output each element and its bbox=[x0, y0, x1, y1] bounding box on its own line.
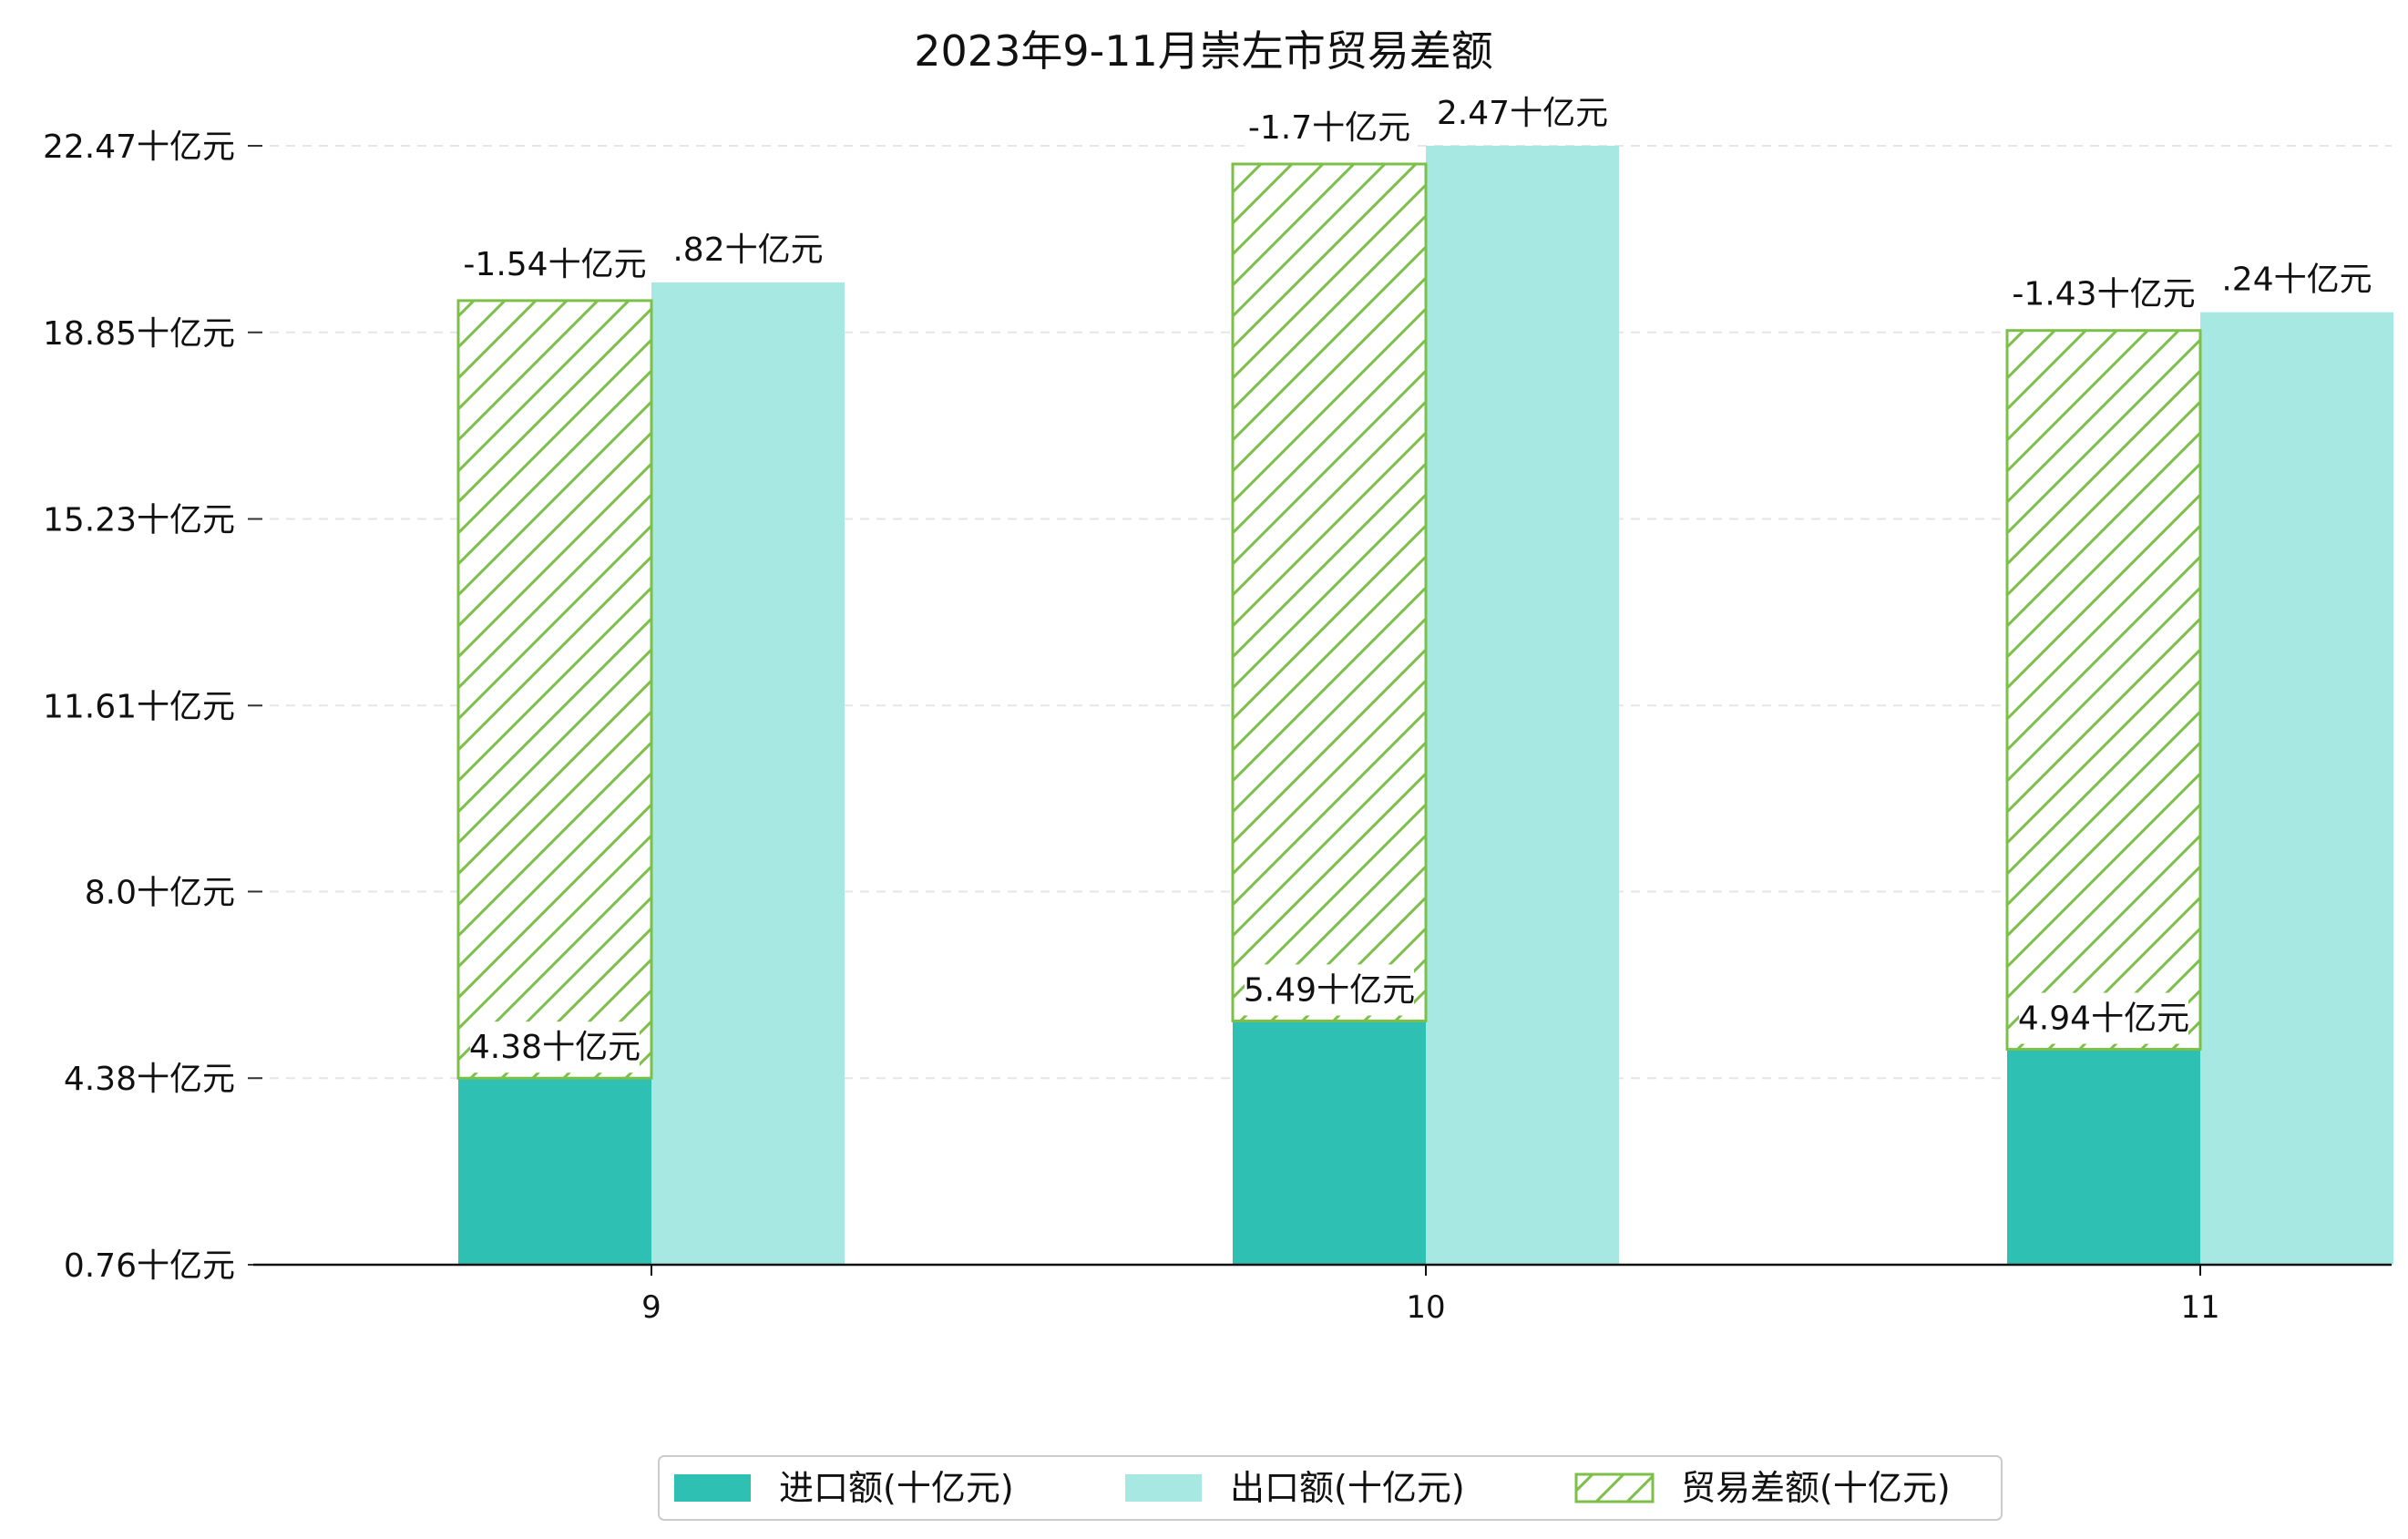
label-export: 2.47十亿元 bbox=[1437, 87, 1608, 139]
legend-label-import: 进口额(十亿元) bbox=[779, 1468, 1014, 1508]
y-tick-label: 15.23十亿元 bbox=[43, 502, 235, 539]
y-tick-label: 11.61十亿元 bbox=[43, 688, 235, 725]
label-trade-balance: -1.7十亿元 bbox=[1245, 102, 1414, 153]
legend-swatch-import bbox=[674, 1474, 751, 1502]
legend-swatch-export bbox=[1125, 1474, 1202, 1502]
label-export: .24十亿元 bbox=[2221, 253, 2372, 305]
y-tick-label: 8.0十亿元 bbox=[85, 874, 235, 911]
x-axis: 9 10 11 bbox=[253, 1263, 2392, 1326]
label-import: 4.38十亿元 bbox=[469, 1021, 640, 1073]
label-trade-balance-text: -1.43十亿元 bbox=[2012, 276, 2195, 313]
label-import-text: 5.49十亿元 bbox=[1244, 971, 1415, 1009]
label-import: 5.49十亿元 bbox=[1244, 964, 1415, 1016]
label-import-text: 4.94十亿元 bbox=[2018, 1000, 2189, 1038]
x-tick-label: 11 bbox=[2180, 1289, 2219, 1326]
legend-label-export: 出口额(十亿元) bbox=[1230, 1468, 1465, 1508]
bar-import bbox=[1233, 1021, 1426, 1265]
y-axis: 0.76十亿元 4.38十亿元 8.0十亿元 11.61十亿元 15.23十亿元 18.8… bbox=[43, 128, 262, 1285]
label-trade-balance-text: -1.54十亿元 bbox=[463, 246, 646, 283]
label-import-bg bbox=[470, 1021, 640, 1073]
label-trade-balance-bg bbox=[1245, 102, 1414, 153]
label-export-bg bbox=[1438, 87, 1607, 139]
bar-export bbox=[651, 282, 845, 1265]
bars bbox=[456, 146, 2393, 1265]
bar-export bbox=[2200, 312, 2393, 1265]
label-trade-balance-text: -1.7十亿元 bbox=[1248, 109, 1410, 147]
x-tick-label: 10 bbox=[1406, 1289, 1445, 1326]
label-import: 4.94十亿元 bbox=[2018, 992, 2189, 1044]
label-export-text: 2.47十亿元 bbox=[1437, 95, 1608, 132]
label-trade-balance-bg bbox=[2008, 268, 2199, 320]
bar-trade-balance bbox=[2005, 329, 2202, 1052]
bar-import bbox=[2007, 1049, 2200, 1265]
y-tick-label: 4.38十亿元 bbox=[64, 1061, 235, 1098]
x-tick-label: 9 bbox=[641, 1289, 661, 1326]
label-import-text: 4.38十亿元 bbox=[469, 1029, 640, 1066]
label-trade-balance: -1.43十亿元 bbox=[2008, 268, 2199, 320]
label-export-text: .24十亿元 bbox=[2221, 262, 2372, 299]
y-tick-label: 18.85十亿元 bbox=[43, 315, 235, 353]
legend-label-balance: 贸易差额(十亿元) bbox=[1681, 1468, 1951, 1508]
bar-export bbox=[1426, 146, 1619, 1265]
legend-box bbox=[658, 1455, 2003, 1521]
y-tick-label: 22.47十亿元 bbox=[43, 128, 235, 166]
label-export-bg bbox=[674, 223, 822, 275]
label-export-text: .82十亿元 bbox=[672, 231, 823, 269]
label-trade-balance: -1.54十亿元 bbox=[459, 238, 651, 290]
chart-title: 2023年9-11月崇左市贸易差额 bbox=[914, 26, 1492, 76]
bar-trade-balance bbox=[456, 299, 653, 1080]
bar-trade-balance bbox=[1231, 162, 1428, 1022]
label-export: .82十亿元 bbox=[672, 223, 824, 275]
y-tick-label: 0.76十亿元 bbox=[64, 1247, 235, 1285]
data-labels: -1.54十亿元 .82十亿元 4.38十亿元 -1.7十亿元 2.47十亿元 5.49十… bbox=[459, 87, 2372, 1073]
label-import-bg bbox=[1245, 964, 1414, 1016]
legend: 进口额(十亿元) 出口额(十亿元) 贸易差额(十亿元) bbox=[658, 1455, 2003, 1521]
label-trade-balance-bg bbox=[459, 238, 651, 290]
bar-import bbox=[458, 1078, 651, 1265]
label-import-bg bbox=[2019, 992, 2188, 1044]
legend-swatch-balance bbox=[1574, 1472, 1655, 1503]
label-export-bg bbox=[2223, 253, 2371, 305]
